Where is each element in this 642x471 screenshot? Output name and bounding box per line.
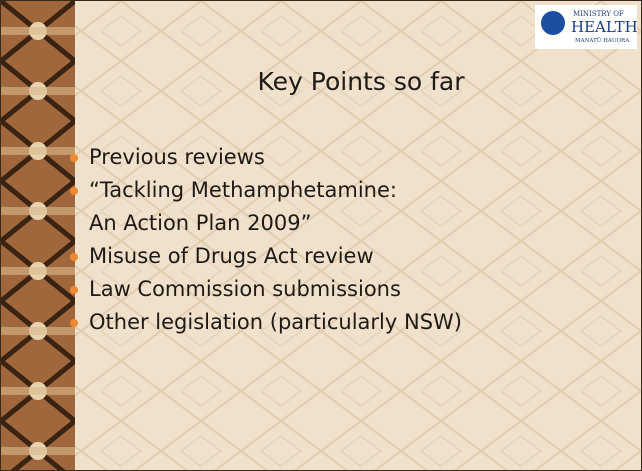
bullet-text: “Tackling Methamphetamine: [89, 174, 462, 207]
bullet-item: Law Commission submissions [69, 273, 462, 306]
bullet-item: Previous reviews [69, 141, 462, 174]
bullet-dot [70, 253, 78, 261]
slide: MINISTRY OF HEALTH MANATŪ HAUORA Key Poi… [0, 0, 642, 471]
logo-text: MINISTRY OF [573, 10, 624, 18]
bullet-text: Other legislation (particularly NSW) [89, 306, 462, 339]
bullet-list: Previous reviews“Tackling Methamphetamin… [69, 141, 462, 339]
page: MINISTRY OF HEALTH MANATŪ HAUORA Key Poi… [0, 0, 642, 471]
bullet-item: Misuse of Drugs Act review [69, 240, 462, 273]
bullet-dot [70, 187, 78, 195]
bullet-dot [70, 154, 78, 162]
bullet-text: Previous reviews [89, 141, 462, 174]
bullet-item: “Tackling Methamphetamine:An Action Plan… [69, 174, 462, 240]
logo-text: HEALTH [571, 18, 638, 36]
bullet-dot [70, 319, 78, 327]
bullet-text: An Action Plan 2009” [89, 207, 462, 240]
bullet-item: Other legislation (particularly NSW) [69, 306, 462, 339]
logo-mark [541, 11, 565, 35]
bullet-dot [70, 286, 78, 294]
bullet-text: Law Commission submissions [89, 273, 462, 306]
slide-title: Key Points so far [81, 67, 641, 96]
logo: MINISTRY OF HEALTH MANATŪ HAUORA [535, 5, 637, 49]
bullet-text: Misuse of Drugs Act review [89, 240, 462, 273]
logo-text: MANATŪ HAUORA [575, 38, 629, 44]
